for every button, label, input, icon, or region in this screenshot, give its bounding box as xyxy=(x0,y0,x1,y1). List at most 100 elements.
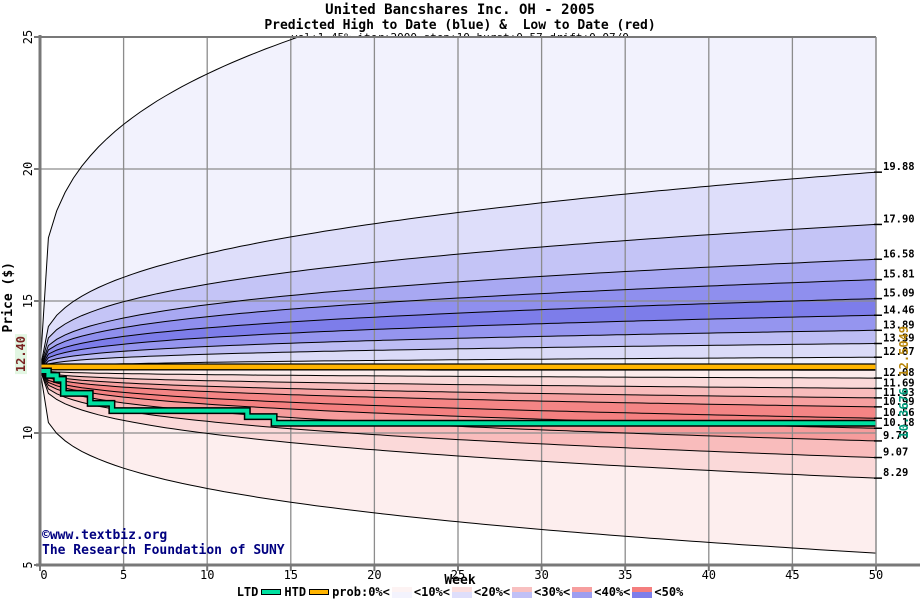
x-tick-label: 40 xyxy=(702,568,716,582)
high-boundary-line xyxy=(40,258,876,370)
price-level-label: 15.81 xyxy=(883,269,915,281)
low-probability-band xyxy=(40,369,876,419)
legend-swatch-blue-half xyxy=(391,592,412,598)
legend-prob-swatch xyxy=(572,586,593,598)
price-level-label: 10.18 xyxy=(883,417,915,429)
x-tick-label: 20 xyxy=(367,568,381,582)
htd-price-label: 12.5049 xyxy=(897,326,911,377)
price-level-label: 10.56 xyxy=(883,407,915,419)
price-level-label: 11.69 xyxy=(883,377,915,389)
main-title: United Bancshares Inc. OH - 2005 xyxy=(325,2,595,18)
legend-ltd-swatch xyxy=(261,589,282,595)
ltd-line xyxy=(40,369,876,426)
high-probability-band xyxy=(40,224,876,370)
price-level-label: 12.87 xyxy=(883,346,915,358)
watermark-url: ©www.textbiz.org xyxy=(42,528,168,543)
legend-prob-swatch xyxy=(452,586,472,598)
x-tick-label: 5 xyxy=(120,568,127,582)
legend-prob-label: <30%< xyxy=(534,585,571,599)
low-boundary-line xyxy=(40,369,876,379)
high-boundary-line xyxy=(40,329,876,370)
low-probability-band xyxy=(40,369,876,407)
low-probability-band xyxy=(40,369,876,458)
week-axis-label: Week xyxy=(444,573,476,588)
high-probability-band xyxy=(40,259,876,370)
price-level-label: 13.39 xyxy=(883,333,915,345)
y-tick-label: 15 xyxy=(21,294,35,308)
high-probability-band xyxy=(40,279,876,370)
high-boundary-line xyxy=(40,223,876,370)
price-level-label: 9.07 xyxy=(883,447,908,459)
legend-swatch-red-half xyxy=(452,586,472,592)
price-level-label: 13.89 xyxy=(883,319,915,331)
price-level-label: 9.70 xyxy=(883,430,908,442)
low-boundary-line xyxy=(40,369,876,554)
high-probability-band xyxy=(40,330,876,370)
low-boundary-line xyxy=(40,369,876,459)
legend-prob-label: <40%< xyxy=(594,585,631,599)
legend-swatch-red-half xyxy=(572,586,593,592)
high-boundary-line xyxy=(40,37,300,370)
legend: LTD HTD prob:0%< <10%< <20%< <30%< <40%< <50% xyxy=(0,585,920,599)
price-axis-label: Price ($) xyxy=(1,262,16,333)
legend-prob-label: <50% xyxy=(654,585,684,599)
x-tick-label: 45 xyxy=(785,568,799,582)
low-boundary-line xyxy=(40,369,876,399)
price-level-label: 11.33 xyxy=(883,387,915,399)
subtitle: Predicted High to Date (blue) & Low to D… xyxy=(264,18,656,33)
low-probability-band xyxy=(40,369,876,479)
legend-swatch-red-half xyxy=(512,586,533,592)
low-boundary-line xyxy=(40,369,876,419)
watermark: ©www.textbiz.org The Research Foundation… xyxy=(42,528,285,559)
legend-prob-label: prob:0%< xyxy=(332,585,390,599)
y-tick-label: 20 xyxy=(21,162,35,176)
start-price-label: 12.40 xyxy=(14,334,28,375)
legend-swatch-blue-half xyxy=(452,592,472,598)
low-probability-band xyxy=(40,369,876,398)
x-tick-label: 35 xyxy=(618,568,632,582)
low-boundary-line xyxy=(40,369,876,408)
high-boundary-line xyxy=(40,314,876,370)
price-level-label: 12.08 xyxy=(883,367,915,379)
legend-swatch-red-half xyxy=(391,586,412,592)
low-boundary-line xyxy=(40,369,876,389)
high-boundary-line xyxy=(40,171,876,370)
watermark-org: The Research Foundation of SUNY xyxy=(42,542,285,558)
legend-prob-swatch xyxy=(512,586,533,598)
high-probability-band xyxy=(40,172,876,370)
high-probability-band xyxy=(40,315,876,370)
price-level-label: 19.88 xyxy=(883,161,915,173)
legend-prob-label: <10%< xyxy=(413,585,450,599)
legend-htd-label: HTD xyxy=(284,585,307,599)
high-boundary-line xyxy=(40,343,876,371)
legend-htd-swatch xyxy=(309,589,330,595)
high-boundary-line xyxy=(40,356,876,371)
legend-swatch-red-half xyxy=(632,586,653,592)
x-tick-label: 0 xyxy=(40,568,47,582)
legend-swatch-blue-half xyxy=(632,592,653,598)
y-tick-label: 10 xyxy=(21,426,35,440)
price-level-label: 15.09 xyxy=(883,288,915,300)
legend-prob-swatch xyxy=(632,586,653,598)
legend-prob-swatch xyxy=(391,586,412,598)
x-tick-label: 10 xyxy=(200,568,214,582)
legend-swatch-blue-half xyxy=(572,592,593,598)
high-boundary-line xyxy=(40,298,876,370)
price-level-label: 14.46 xyxy=(883,304,915,316)
x-tick-label: 25 xyxy=(451,568,465,582)
x-tick-label: 15 xyxy=(284,568,298,582)
high-probability-band xyxy=(40,298,876,370)
x-tick-label: 30 xyxy=(534,568,548,582)
y-tick-label: 25 xyxy=(21,30,35,44)
price-level-label: 8.29 xyxy=(883,467,908,479)
price-level-label: 16.58 xyxy=(883,248,915,260)
y-tick-label: 5 xyxy=(21,561,35,568)
high-boundary-line xyxy=(40,279,876,370)
price-level-label: 10.99 xyxy=(883,396,915,408)
legend-swatch-blue-half xyxy=(512,592,533,598)
price-level-label: 17.90 xyxy=(883,213,915,225)
legend-ltd-label: LTD xyxy=(236,585,259,599)
legend-prob-label: <20%< xyxy=(474,585,511,599)
